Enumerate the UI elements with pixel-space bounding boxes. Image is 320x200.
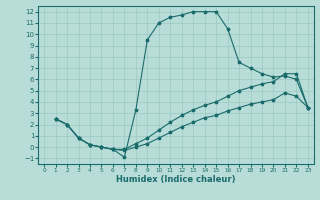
X-axis label: Humidex (Indice chaleur): Humidex (Indice chaleur) [116,175,236,184]
